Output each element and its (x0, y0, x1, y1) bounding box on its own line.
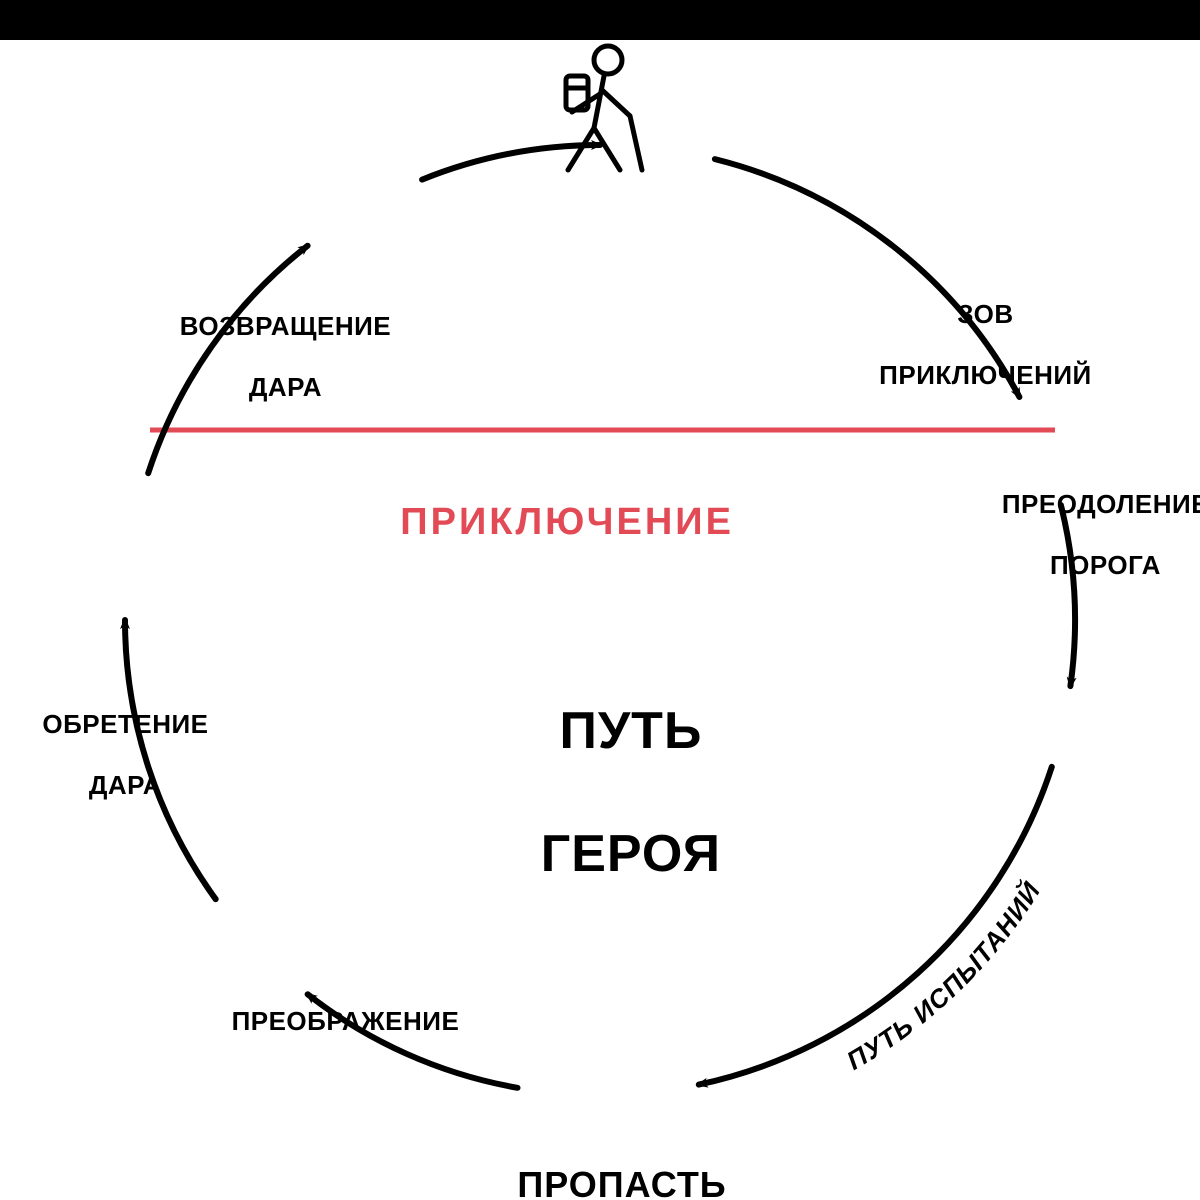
stage-gift-label: ОБРЕТЕНИЕ ДАРА (0, 678, 240, 831)
hero-journey-diagram: ПУТЬ ИСПЫТАНИЙ ПУТЬ ГЕРОЯ ПРИКЛЮЧЕНИЕ (0, 0, 1200, 1200)
hiker-icon (566, 46, 642, 170)
stage-transform-label: ПРЕОБРАЖЕНИЕ (170, 975, 490, 1067)
stage-threshold-label: ПРЕОДОЛЕНИЕ ПОРОГА (960, 458, 1200, 611)
main-title-line1: ПУТЬ (559, 702, 702, 760)
stage-return-label: ВОЗВРАЩЕНИЕ ДАРА (120, 280, 420, 433)
stage-call-label: ЗОВ ПРИКЛЮЧЕНИЙ (820, 268, 1120, 421)
adventure-subtitle: ПРИКЛЮЧЕНИЕ (0, 455, 1080, 589)
stage-abyss-label: ПРОПАСТЬ (0, 1122, 1200, 1200)
main-title-line2: ГЕРОЯ (541, 825, 721, 883)
